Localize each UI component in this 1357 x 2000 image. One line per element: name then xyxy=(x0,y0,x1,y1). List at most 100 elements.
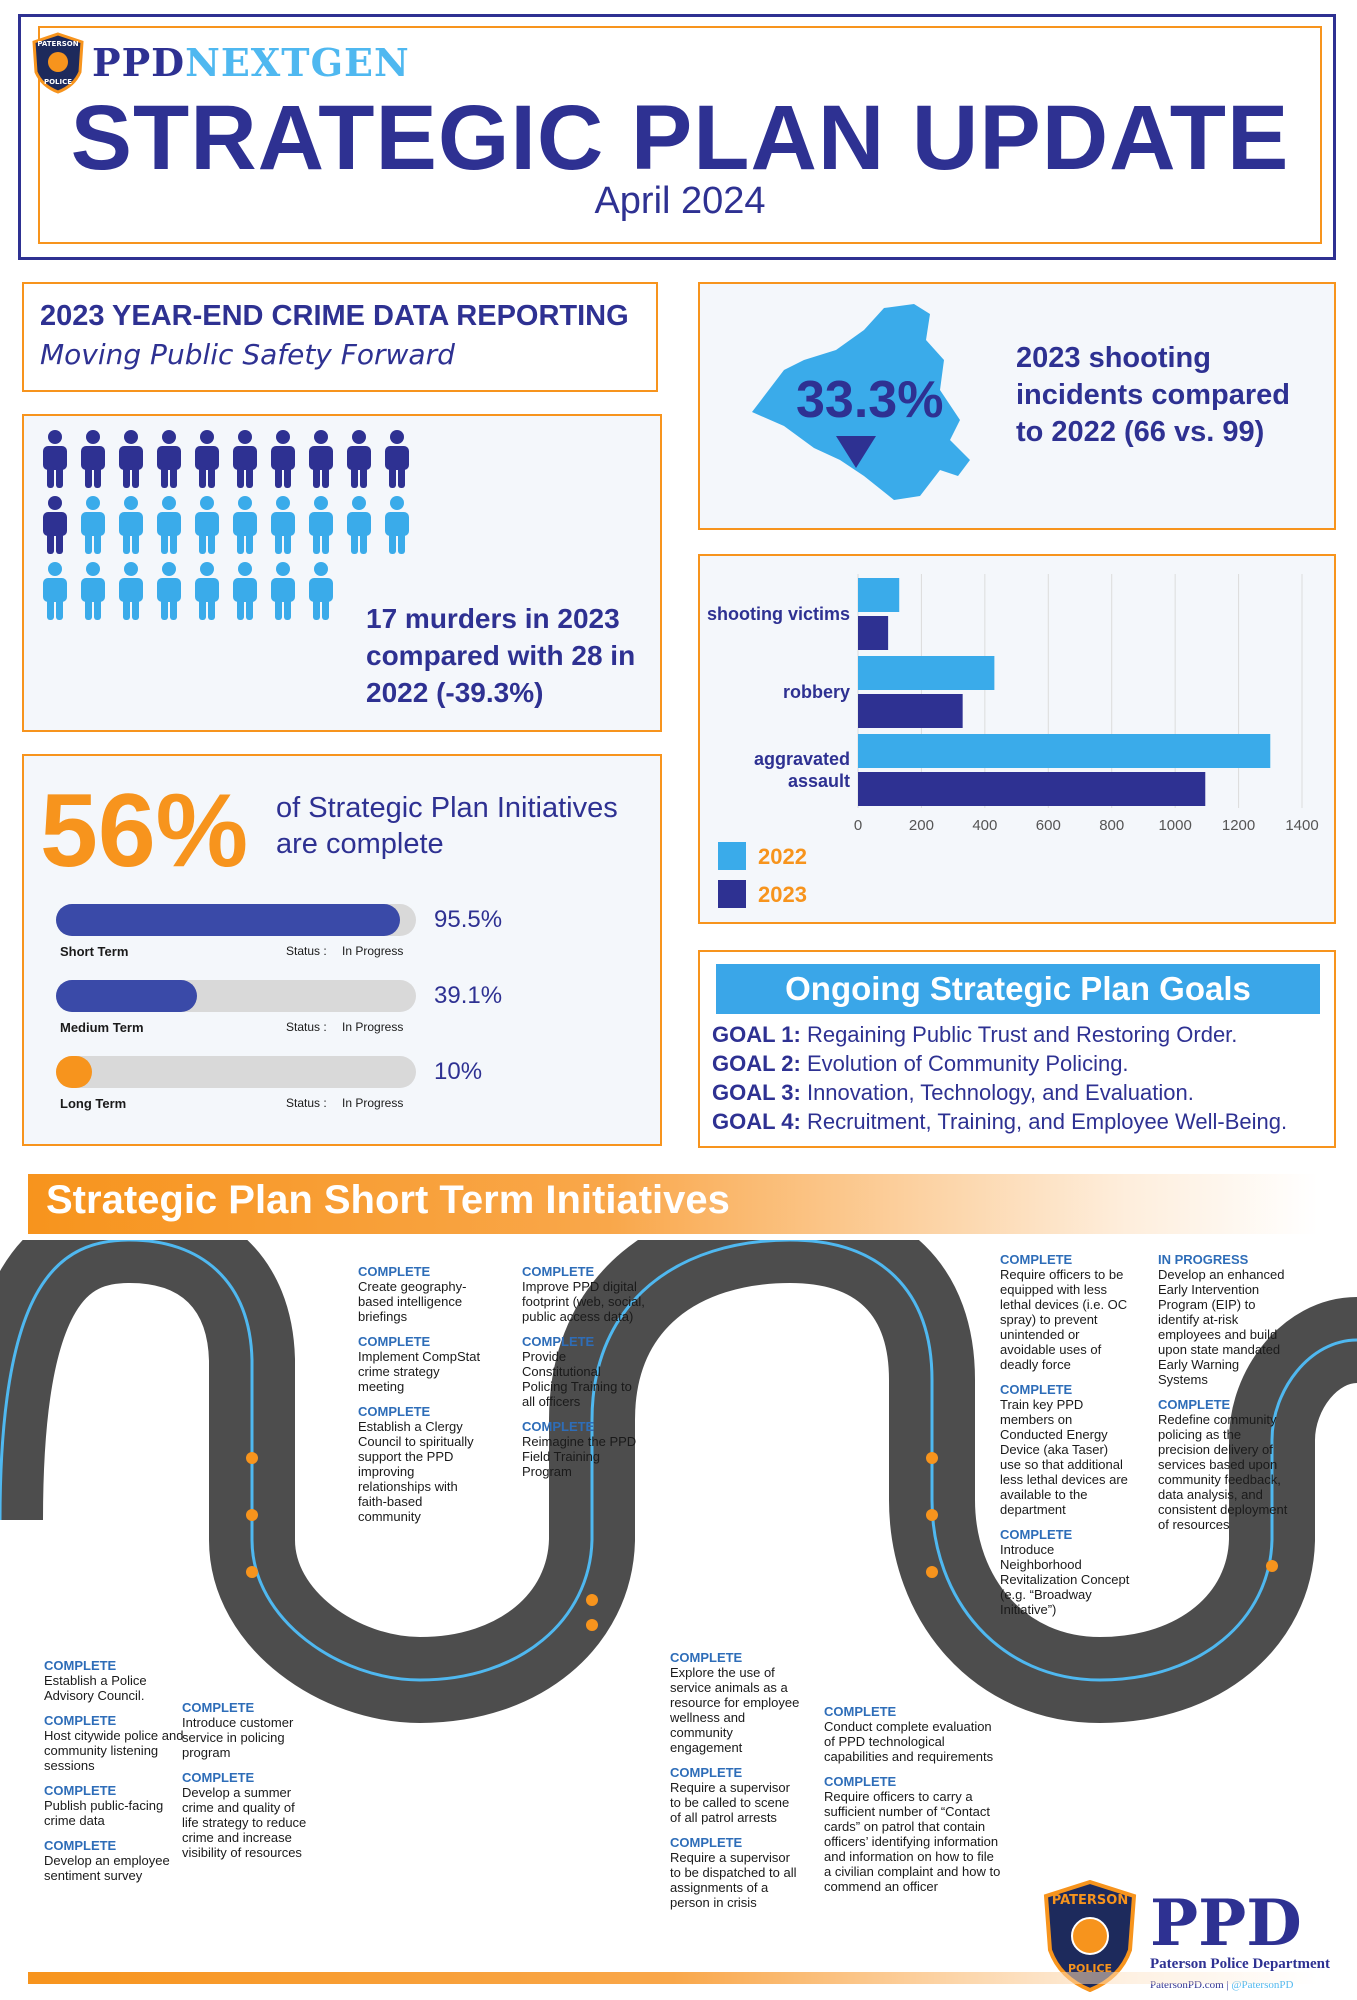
person-icon xyxy=(385,430,409,488)
initiative-text: Develop an employee sentiment survey xyxy=(44,1853,170,1883)
person-icon xyxy=(271,562,295,620)
person-icon xyxy=(119,496,143,554)
progress-status-label: Status : xyxy=(286,1020,327,1034)
svg-text:PATERSON: PATERSON xyxy=(1052,1893,1128,1908)
person-icon xyxy=(157,430,181,488)
initiative-text: Establish a Police Advisory Council. xyxy=(44,1673,147,1703)
people-icon-grid xyxy=(43,430,409,620)
initiative-status: COMPLETE xyxy=(824,1704,897,1719)
brand-nextgen: NEXTGEN xyxy=(185,40,410,85)
person-icon xyxy=(43,562,67,620)
person-icon xyxy=(81,430,105,488)
initiative-item: COMPLETE Establish a Clergy Council to sp… xyxy=(358,1404,486,1524)
chart-bar xyxy=(858,656,995,690)
initiative-column: COMPLETE Require officers to be equipped … xyxy=(1000,1252,1130,1627)
footer-department-name: Paterson Police Department xyxy=(1150,1956,1330,1972)
initiative-column: COMPLETE Create geography-based intellige… xyxy=(358,1264,486,1534)
initiative-item: COMPLETE Introduce customer service in po… xyxy=(182,1700,312,1760)
initiative-status: COMPLETE xyxy=(670,1765,743,1780)
initiative-text: Train key PPD members on Conducted Energ… xyxy=(1000,1397,1128,1517)
svg-text:POLICE: POLICE xyxy=(1068,1962,1112,1975)
initiative-item: COMPLETE Require officers to carry a suff… xyxy=(824,1774,1004,1894)
initiative-text: Introduce customer service in policing p… xyxy=(182,1715,294,1760)
initiative-text: Require officers to be equipped with les… xyxy=(1000,1267,1128,1372)
shootings-statistic: 2023 shooting incidents compared to 2022… xyxy=(1016,342,1290,448)
initiative-status: COMPLETE xyxy=(182,1700,255,1715)
initiative-item: COMPLETE Require a supervisor to be dispa… xyxy=(670,1835,800,1910)
initiative-item: COMPLETE Develop a summer crime and quali… xyxy=(182,1770,312,1860)
chart-category-label: shooting victims xyxy=(707,604,850,624)
goal-text: Regaining Public Trust and Restoring Ord… xyxy=(806,1022,1238,1047)
progress-status-value: In Progress xyxy=(342,1020,404,1034)
initiative-item: COMPLETE Develop an employee sentiment su… xyxy=(44,1838,194,1883)
initiative-column: COMPLETE Establish a Police Advisory Coun… xyxy=(44,1658,194,1893)
initiative-text: Reimagine the PPD Field Training Program xyxy=(522,1434,637,1479)
winding-road-illustration xyxy=(0,1240,1357,1724)
initiative-column: IN PROGRESS Develop an enhanced Early Int… xyxy=(1158,1252,1288,1542)
road-marker xyxy=(586,1594,598,1606)
chart-legend-swatch xyxy=(718,880,746,908)
initiative-text: Establish a Clergy Council to spirituall… xyxy=(358,1419,474,1524)
road-marker xyxy=(926,1452,938,1464)
initiative-status: COMPLETE xyxy=(44,1658,117,1673)
crime-bar-chart: 0 200 400 600 800 1000 1200 1400 shooting victim… xyxy=(707,574,1319,908)
goal-label: GOAL 2: xyxy=(712,1051,801,1076)
initiative-item: COMPLETE Implement CompStat crime strateg… xyxy=(358,1334,486,1394)
chart-category-label: robbery xyxy=(783,682,850,702)
chart-bar xyxy=(858,734,1271,768)
initiative-status: COMPLETE xyxy=(44,1838,117,1853)
initiative-status: COMPLETE xyxy=(1158,1397,1231,1412)
road-marker xyxy=(926,1509,938,1521)
person-icon xyxy=(81,496,105,554)
goal-text: Evolution of Community Policing. xyxy=(806,1051,1129,1076)
person-icon xyxy=(157,496,181,554)
initiative-item: COMPLETE Introduce Neighborhood Revitaliz… xyxy=(1000,1527,1130,1617)
badge-text: PATERSON xyxy=(37,40,78,48)
crime-report-subtitle: Moving Public Safety Forward xyxy=(40,338,455,371)
initiative-item: COMPLETE Require a supervisor to be calle… xyxy=(670,1765,800,1825)
person-icon xyxy=(309,496,333,554)
initiative-column: COMPLETE Improve PPD digital footprint (w… xyxy=(522,1264,648,1489)
progress-status-label: Status : xyxy=(286,1096,327,1110)
progress-percent: 10% xyxy=(434,1058,483,1085)
initiative-column: COMPLETE Explore the use of service anima… xyxy=(670,1650,800,1920)
person-icon xyxy=(119,430,143,488)
chart-x-tick: 1400 xyxy=(1285,817,1318,834)
chart-x-tick: 400 xyxy=(972,817,997,834)
shootings-percent: 33.3% xyxy=(796,371,944,429)
page-title: STRATEGIC PLAN UPDATE xyxy=(70,87,1290,189)
initiative-text: Develop an enhanced Early Intervention P… xyxy=(1158,1267,1285,1387)
goals-title: Ongoing Strategic Plan Goals xyxy=(716,964,1320,1014)
chart-bar xyxy=(858,772,1206,806)
initiative-text: Provide Constitutional Policing Training… xyxy=(522,1349,632,1409)
progress-status-value: In Progress xyxy=(342,1096,404,1110)
goal-item: GOAL 1: Regaining Public Trust and Resto… xyxy=(712,1022,1237,1048)
initiative-item: IN PROGRESS Develop an enhanced Early Int… xyxy=(1158,1252,1288,1387)
chart-legend-label: 2022 xyxy=(758,844,807,869)
initiative-text: Improve PPD digital footprint (web, soci… xyxy=(522,1279,645,1324)
road-marker xyxy=(246,1566,258,1578)
person-icon xyxy=(233,496,257,554)
person-icon xyxy=(271,430,295,488)
progress-term-name: Long Term xyxy=(60,1096,127,1111)
initiative-status: COMPLETE xyxy=(1000,1382,1073,1397)
crime-report-header-box xyxy=(22,282,658,392)
chart-bar xyxy=(858,616,889,650)
progress-status-value: In Progress xyxy=(342,944,404,958)
initiative-item: COMPLETE Provide Constitutional Policing … xyxy=(522,1334,648,1409)
initiative-text: Redefine community policing as the preci… xyxy=(1158,1412,1288,1532)
progress-percent: 95.5% xyxy=(434,906,503,933)
footer-police-badge-icon: PATERSON POLICE xyxy=(1043,1880,1137,1992)
progress-term-name: Short Term xyxy=(60,944,129,959)
road-marker xyxy=(926,1566,938,1578)
initiative-text: Introduce Neighborhood Revitalization Co… xyxy=(1000,1542,1130,1617)
initiative-text: Create geography-based intelligence brie… xyxy=(358,1279,467,1324)
goal-item: GOAL 3: Innovation, Technology, and Eval… xyxy=(712,1080,1194,1106)
crime-report-title: 2023 YEAR-END CRIME DATA REPORTING xyxy=(40,300,629,332)
person-icon xyxy=(385,496,409,554)
initiative-item: COMPLETE Publish public-facing crime data xyxy=(44,1783,194,1828)
footer-ppd-logo: PPD xyxy=(1150,1886,1302,1961)
initiative-text: Implement CompStat crime strategy meetin… xyxy=(358,1349,481,1394)
brand-ppd: PPD xyxy=(92,40,186,85)
initiative-column: COMPLETE Conduct complete evaluation of P… xyxy=(824,1704,1004,1904)
